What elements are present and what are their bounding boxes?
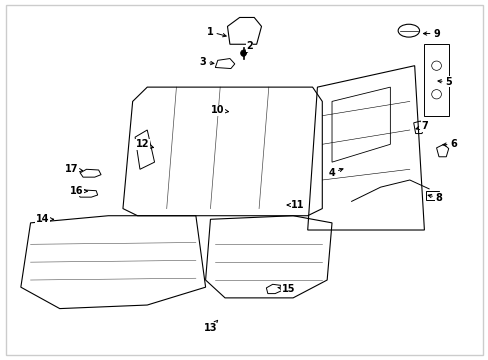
Text: 13: 13 bbox=[203, 320, 217, 333]
Text: 6: 6 bbox=[442, 139, 456, 149]
Text: 3: 3 bbox=[200, 57, 213, 67]
Text: 5: 5 bbox=[437, 77, 451, 87]
Text: 8: 8 bbox=[427, 193, 442, 203]
Text: 1: 1 bbox=[206, 27, 226, 37]
Text: 7: 7 bbox=[415, 121, 427, 131]
Text: 10: 10 bbox=[211, 105, 228, 115]
Text: 15: 15 bbox=[278, 284, 294, 294]
Text: 16: 16 bbox=[70, 186, 87, 196]
Text: 17: 17 bbox=[65, 164, 82, 174]
Text: 9: 9 bbox=[423, 28, 439, 39]
Text: 12: 12 bbox=[135, 139, 153, 149]
Text: 2: 2 bbox=[245, 41, 252, 54]
Text: 11: 11 bbox=[286, 200, 304, 210]
Text: 14: 14 bbox=[36, 214, 53, 224]
Ellipse shape bbox=[240, 50, 246, 57]
Text: 4: 4 bbox=[328, 168, 342, 178]
